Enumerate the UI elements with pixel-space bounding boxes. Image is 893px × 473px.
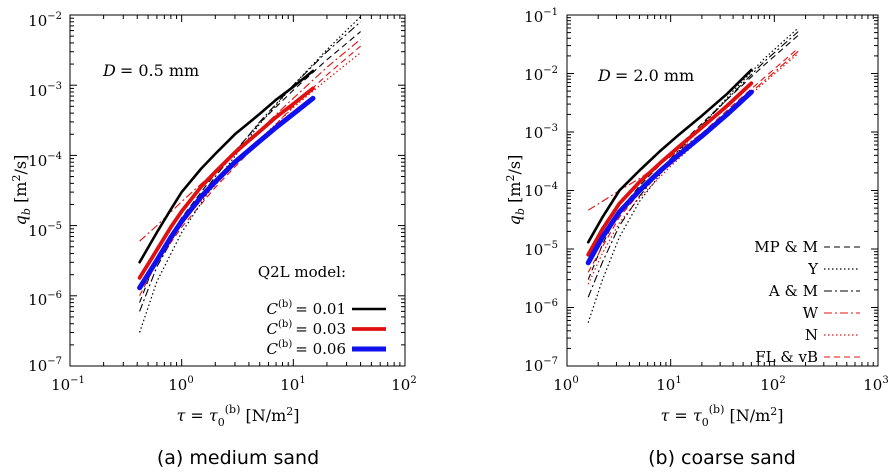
b-ytick-label: 10−4	[524, 181, 558, 200]
b-series-line-w	[587, 50, 799, 211]
panel-a: 10−7 10−6 10−5 10−4 10−3 10−2 10−1 100 1…	[10, 11, 417, 469]
panel-b-y-axis-label: qb [m2/s]	[504, 155, 527, 226]
b-ytick-label: 10−3	[524, 123, 558, 142]
a-series-line-c-b-0-06	[137, 95, 316, 291]
a-ytick-label: 10−2	[28, 11, 62, 30]
panel-a-x-axis-label: τ = τ0(b) [N/m2]	[176, 403, 299, 429]
b-legend-label: A & M	[768, 282, 818, 300]
a-legend-label: C(b) = 0.06	[267, 339, 346, 358]
b-series-line-fl-vb	[587, 47, 799, 273]
b-xtick-label: 100	[553, 375, 578, 394]
b-legend-label: FL & vB	[755, 348, 818, 366]
a-series-line-fl-vb	[139, 45, 361, 297]
a-series-line-c-b-0-01	[138, 69, 315, 264]
panel-b-legend: MP & M Y A & M W N FL & vB	[754, 238, 860, 366]
b-xtick-label: 102	[760, 375, 785, 394]
a-ytick-label: 10−4	[28, 151, 62, 170]
a-xtick-label: 10−1	[51, 375, 85, 394]
a-xtick-label: 100	[168, 375, 193, 394]
panel-b-y-tick-labels: 10−7 10−6 10−5 10−4 10−3 10−2 10−1	[524, 7, 558, 375]
a-ytick-label: 10−6	[28, 290, 62, 309]
b-legend-label: N	[805, 326, 818, 344]
a-legend-swatches	[352, 307, 386, 352]
a-xtick-label: 101	[280, 375, 305, 394]
b-series-line-y	[587, 27, 799, 323]
panel-b-x-axis-label: τ = τ0(b) [N/m2]	[660, 403, 783, 429]
panel-a-frame	[69, 14, 406, 367]
a-xtick-label: 102	[391, 375, 416, 394]
panel-a-y-axis-label: qb [m2/s]	[10, 155, 33, 226]
panel-b-ticks	[566, 14, 879, 367]
panel-a-caption: (a) medium sand	[157, 447, 319, 469]
b-ytick-label: 10−7	[524, 356, 558, 375]
b-ytick-label: 10−6	[524, 298, 558, 317]
b-ytick-label: 10−5	[524, 240, 558, 259]
b-ytick-label: 10−1	[524, 7, 558, 26]
a-legend-title: Q2L model:	[258, 263, 346, 281]
b-series-line-n	[587, 53, 799, 285]
b-legend-label: W	[803, 304, 819, 322]
b-xtick-label: 103	[863, 375, 888, 394]
panel-a-annotation: D = 0.5 mm	[102, 61, 199, 80]
a-legend-label: C(b) = 0.01	[267, 299, 346, 318]
panel-a-x-tick-labels: 10−1 100 101 102	[51, 375, 417, 394]
b-series-line-c-b-0-01	[586, 68, 753, 244]
panel-a-y-tick-labels: 10−7 10−6 10−5 10−4 10−3 10−2	[28, 11, 62, 375]
panel-b-annotation: D = 2.0 mm	[597, 66, 694, 85]
panel-a-ticks	[69, 14, 406, 367]
a-ytick-label: 10−3	[28, 81, 62, 100]
b-series-line-c-b-0-03	[586, 81, 754, 257]
b-ytick-label: 10−2	[524, 65, 558, 84]
panel-a-series	[137, 16, 362, 333]
a-ytick-label: 10−5	[28, 221, 62, 240]
b-legend-label: MP & M	[754, 238, 818, 256]
b-series-line-c-b-0-06	[585, 89, 754, 266]
panel-b-caption: (b) coarse sand	[648, 447, 796, 469]
a-legend-label: C(b) = 0.03	[267, 319, 346, 338]
panel-b-series	[585, 27, 799, 323]
b-legend-label: Y	[807, 260, 819, 278]
panel-a-legend: Q2L model: C(b) = 0.01 C(b) = 0.03 C(b) = 0…	[258, 263, 386, 358]
b-xtick-label: 101	[656, 375, 681, 394]
b-legend-swatches	[824, 246, 860, 358]
panel-b-x-tick-labels: 100 101 102 103	[553, 375, 888, 394]
a-series-line-a-m	[139, 21, 361, 312]
panel-b: 10−7 10−6 10−5 10−4 10−3 10−2 10−1 100 1…	[504, 7, 889, 469]
a-ytick-label: 10−7	[28, 356, 62, 375]
a-series-line-c-b-0-03	[137, 86, 315, 280]
